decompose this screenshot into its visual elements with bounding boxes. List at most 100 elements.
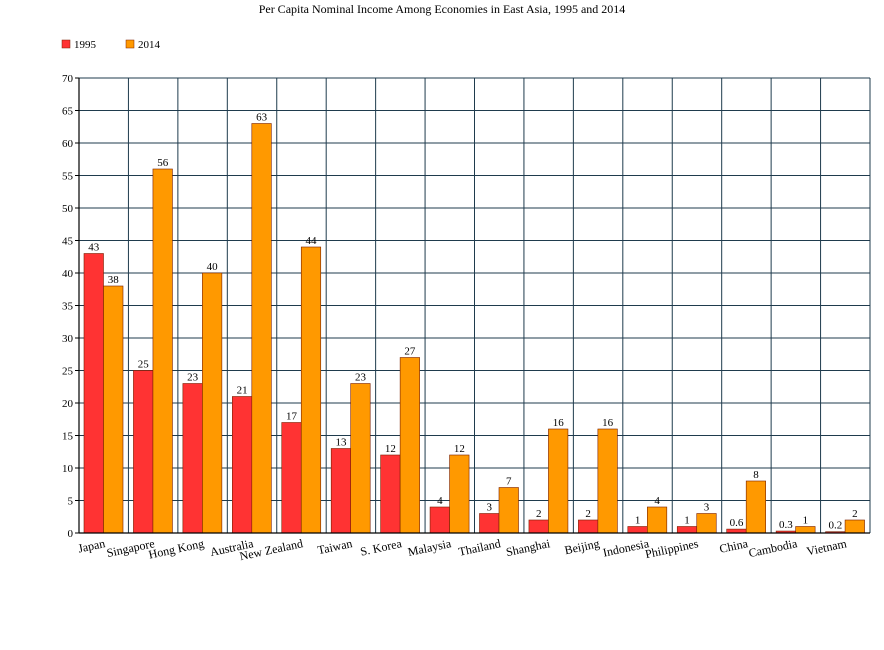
bar-1995-hong-kong bbox=[182, 383, 203, 534]
bar-2014-malaysia bbox=[449, 454, 470, 534]
bar-1995-malaysia bbox=[429, 506, 450, 534]
bar-2014-singapore bbox=[152, 168, 173, 534]
x-category-label: S. Korea bbox=[359, 536, 404, 559]
bar-2014-new-zealand bbox=[300, 246, 322, 534]
x-category-label: Hong Kong bbox=[147, 536, 205, 561]
bar-1995-beijing bbox=[578, 519, 599, 534]
value-label: 4 bbox=[654, 495, 660, 507]
bar-2014-vietnam bbox=[844, 519, 865, 534]
value-label: 0.6 bbox=[730, 517, 744, 529]
value-label: 3 bbox=[704, 502, 710, 514]
bar-2014-hong-kong bbox=[202, 272, 223, 534]
y-tick-label: 30 bbox=[62, 333, 74, 345]
x-category-label: Shanghai bbox=[505, 536, 552, 559]
x-category-label: Malaysia bbox=[406, 536, 453, 559]
value-label: 0.3 bbox=[779, 519, 793, 531]
y-tick-label: 45 bbox=[62, 236, 74, 248]
x-category-label: Vietnam bbox=[805, 536, 848, 558]
bar-2014-s-korea bbox=[399, 357, 420, 534]
bar-1995-philippines bbox=[676, 526, 698, 534]
value-label: 13 bbox=[335, 437, 347, 449]
bar-2014-australia bbox=[251, 123, 272, 534]
y-tick-label: 5 bbox=[68, 496, 74, 508]
x-category-label: Thailand bbox=[457, 536, 502, 559]
bar-1995-new-zealand bbox=[281, 422, 302, 534]
value-label: 44 bbox=[306, 235, 318, 247]
legend-swatch-1995 bbox=[61, 39, 71, 49]
y-tick-label: 70 bbox=[62, 73, 74, 85]
y-tick-label: 20 bbox=[62, 398, 74, 410]
value-label: 23 bbox=[187, 372, 199, 384]
y-tick-label: 55 bbox=[62, 171, 74, 183]
bar-1995-singapore bbox=[133, 370, 154, 534]
bar-2014-beijing bbox=[597, 428, 618, 534]
value-label: 25 bbox=[138, 359, 150, 371]
y-tick-label: 25 bbox=[62, 366, 74, 378]
bar-2014-indonesia bbox=[647, 506, 668, 534]
legend-label-2014: 2014 bbox=[138, 39, 161, 51]
bar-2014-japan bbox=[103, 285, 124, 534]
bar-1995-shanghai bbox=[528, 519, 549, 534]
y-tick-label: 0 bbox=[68, 528, 74, 540]
bar-1995-taiwan bbox=[330, 448, 351, 534]
value-label: 1 bbox=[684, 515, 690, 527]
x-category-label: Philippines bbox=[644, 536, 700, 561]
value-label: 23 bbox=[355, 372, 367, 384]
chart-title: Per Capita Nominal Income Among Economie… bbox=[259, 2, 626, 16]
value-label: 8 bbox=[753, 469, 759, 481]
value-label: 56 bbox=[157, 157, 169, 169]
value-label: 1 bbox=[635, 515, 641, 527]
value-label: 16 bbox=[602, 417, 614, 429]
value-label: 16 bbox=[553, 417, 565, 429]
value-label: 4 bbox=[437, 495, 443, 507]
value-label: 1 bbox=[803, 515, 809, 527]
value-label: 2 bbox=[852, 508, 858, 520]
axes bbox=[78, 78, 870, 534]
bar-1995-australia bbox=[232, 396, 253, 534]
bars bbox=[83, 123, 865, 534]
bar-1995-s-korea bbox=[380, 454, 401, 534]
bar-2014-cambodia bbox=[795, 526, 816, 534]
y-tick-label: 15 bbox=[62, 431, 74, 443]
bar-2014-shanghai bbox=[548, 428, 569, 534]
value-label: 2 bbox=[585, 508, 591, 520]
bar-2014-china bbox=[745, 480, 766, 534]
value-label: 43 bbox=[88, 242, 100, 254]
y-axis-ticks: 0 5 10 15 20 25 30 35 40 45 50 55 60 65 70 bbox=[62, 73, 79, 540]
value-label: 38 bbox=[108, 274, 120, 286]
value-label: 17 bbox=[286, 411, 298, 423]
value-label: 0.2 bbox=[828, 520, 842, 532]
y-tick-label: 50 bbox=[62, 203, 74, 215]
y-tick-label: 65 bbox=[62, 106, 74, 118]
y-tick-label: 35 bbox=[62, 301, 74, 313]
x-category-label: Japan bbox=[77, 536, 107, 555]
y-tick-label: 10 bbox=[62, 463, 74, 475]
x-category-label: Beijing bbox=[563, 536, 600, 557]
value-label: 2 bbox=[536, 508, 542, 520]
bar-2014-taiwan bbox=[350, 383, 371, 534]
value-label: 21 bbox=[237, 385, 248, 397]
value-label: 40 bbox=[207, 261, 219, 273]
y-tick-label: 40 bbox=[62, 268, 74, 280]
value-label: 12 bbox=[385, 443, 396, 455]
legend-label-1995: 1995 bbox=[74, 39, 97, 51]
value-label: 12 bbox=[454, 443, 465, 455]
y-tick-label: 60 bbox=[62, 138, 74, 150]
legend: 1995 2014 bbox=[61, 39, 161, 51]
bar-2014-philippines bbox=[696, 513, 717, 534]
value-label: 3 bbox=[487, 502, 493, 514]
bar-1995-thailand bbox=[479, 513, 500, 534]
bar-1995-japan bbox=[83, 253, 104, 534]
bar-2014-thailand bbox=[498, 487, 519, 534]
value-label: 63 bbox=[256, 112, 268, 124]
bar-1995-indonesia bbox=[627, 526, 648, 534]
x-category-label: China bbox=[718, 536, 750, 556]
x-category-label: Taiwan bbox=[316, 536, 353, 557]
legend-swatch-2014 bbox=[125, 39, 135, 49]
value-label: 7 bbox=[506, 476, 512, 488]
value-label: 27 bbox=[404, 346, 416, 358]
x-category-label: Cambodia bbox=[747, 536, 799, 560]
